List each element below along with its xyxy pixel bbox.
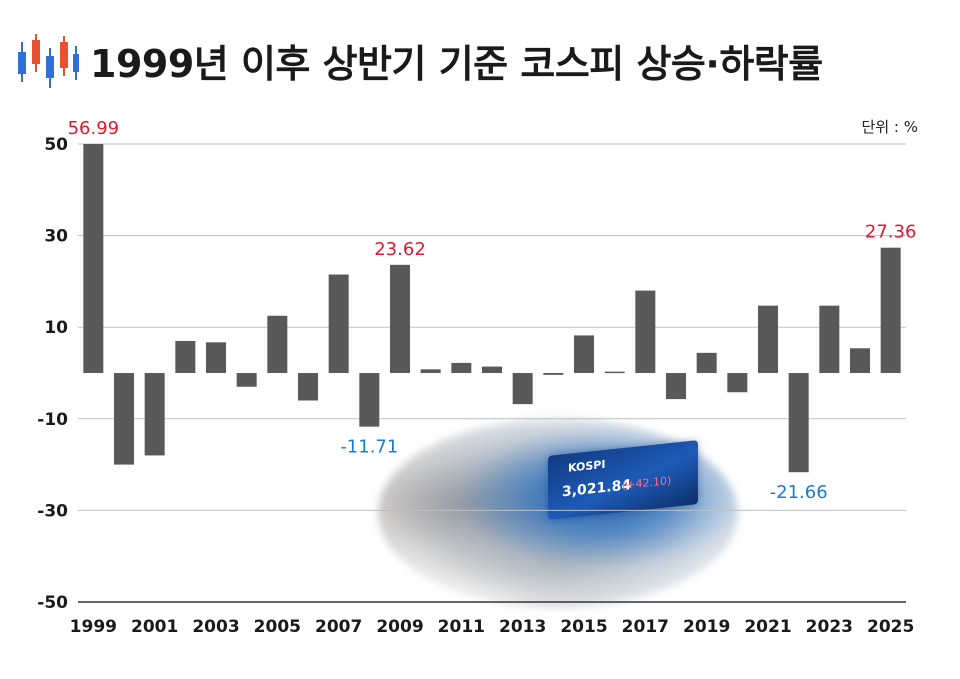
x-tick-label: 2001: [131, 617, 178, 637]
data-label-2008: -11.71: [340, 437, 398, 458]
data-label-2022: -21.66: [770, 482, 828, 503]
y-tick-label: -50: [37, 593, 68, 613]
bar-2025: [880, 247, 901, 373]
bar-2011: [451, 362, 472, 373]
data-label-2025: 27.36: [865, 222, 917, 243]
bar-2007: [328, 274, 349, 373]
bar-2022: [788, 373, 809, 473]
y-tick-label: -10: [37, 410, 68, 430]
bar-2006: [298, 373, 318, 401]
x-tick-label: 2011: [438, 617, 485, 637]
chart-header: 1999년 이후 상반기 기준 코스피 상승·하락률: [16, 30, 823, 90]
bar-2018: [666, 373, 686, 400]
y-tick-label: -30: [37, 501, 68, 521]
bar-2024: [850, 348, 870, 373]
bar-1999: [83, 144, 104, 373]
bar-2023: [819, 305, 840, 373]
x-tick-label: 1999: [70, 617, 117, 637]
bar-2020: [727, 373, 748, 393]
bar-2016: [604, 371, 625, 374]
y-tick-label: 10: [44, 318, 68, 338]
bar-2008: [359, 373, 380, 427]
x-tick-label: 2015: [560, 617, 607, 637]
bar-2014: [543, 373, 564, 375]
x-tick-label: 2005: [254, 617, 301, 637]
y-tick-label: 50: [44, 135, 68, 155]
x-tick-label: 2007: [315, 617, 362, 637]
bar-2012: [482, 366, 502, 373]
bar-2017: [635, 290, 656, 373]
x-tick-label: 2003: [192, 617, 239, 637]
bar-2021: [758, 305, 778, 373]
x-tick-label: 2023: [806, 617, 853, 637]
bar-2001: [144, 373, 165, 456]
chart-title: 1999년 이후 상반기 기준 코스피 상승·하락률: [90, 41, 823, 86]
x-tick-label: 2025: [867, 617, 914, 637]
bar-2000: [114, 373, 134, 465]
bar-2002: [175, 340, 196, 373]
bar-2009: [390, 264, 410, 373]
bar-2015: [574, 335, 594, 373]
bar-2010: [420, 369, 441, 373]
candlestick-logo-icon: [18, 34, 79, 88]
x-tick-label: 2009: [376, 617, 423, 637]
x-tick-label: 2017: [622, 617, 669, 637]
bar-2005: [267, 315, 288, 373]
x-tick-label: 2021: [744, 617, 791, 637]
data-label-2009: 23.62: [374, 239, 426, 260]
data-label-1999: 56.99: [68, 118, 120, 139]
bar-2019: [696, 352, 717, 373]
x-tick-label: 2013: [499, 617, 546, 637]
bar-2003: [206, 342, 226, 373]
bar-2004: [236, 373, 257, 387]
unit-label: 단위 : %: [861, 118, 918, 136]
bar-2013: [512, 373, 533, 405]
x-tick-label: 2019: [683, 617, 730, 637]
y-tick-label: 30: [44, 227, 68, 247]
